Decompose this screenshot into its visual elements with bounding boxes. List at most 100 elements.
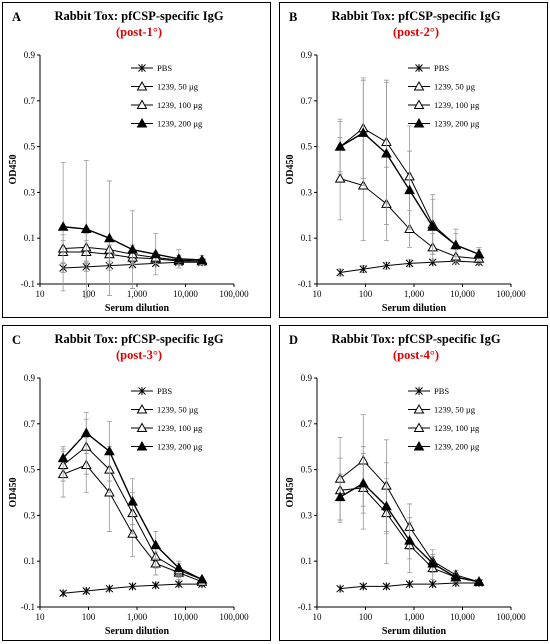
x-tick-label: 1,000 <box>404 289 425 299</box>
data-point <box>359 582 368 591</box>
data-point <box>382 261 391 270</box>
y-tick-label: 0.9 <box>24 373 36 383</box>
x-axis-label: Serum dilution <box>105 303 170 314</box>
x-tick-label: 100,000 <box>496 612 526 622</box>
y-tick-label: -0.1 <box>21 279 35 289</box>
legend-label: 1239, 200 µg <box>434 119 480 129</box>
legend-marker <box>136 422 148 432</box>
x-tick-label: 10,000 <box>450 612 475 622</box>
legend-label: 1239, 100 µg <box>157 100 203 110</box>
chart-svg: A Rabbit Tox: pfCSP-specific IgG (post-1°)… <box>8 9 249 314</box>
chart-panel-c: C Rabbit Tox: pfCSP-specific IgG (post-3°)… <box>2 325 271 641</box>
y-tick-label: 0.5 <box>24 142 36 152</box>
data-point <box>473 576 485 586</box>
y-axis-label: OD450 <box>285 478 296 508</box>
x-tick-label: 100 <box>359 289 373 299</box>
panel-label: D <box>289 333 298 347</box>
data-point <box>127 496 138 506</box>
y-axis-label: OD450 <box>285 155 296 185</box>
data-point <box>450 571 462 582</box>
y-tick-label: 0.1 <box>24 556 35 566</box>
data-point <box>173 562 185 573</box>
legend-marker <box>413 99 425 109</box>
legend-label: 1239, 200 µg <box>434 442 480 452</box>
y-tick-label: 0.7 <box>24 419 36 429</box>
data-point <box>334 491 346 502</box>
y-tick-label: 0.1 <box>301 556 312 566</box>
legend-label: 1239, 100 µg <box>434 100 480 110</box>
legend-label: 1239, 100 µg <box>157 423 203 433</box>
data-point <box>405 580 414 589</box>
legend-label: 1239, 50 µg <box>434 82 476 92</box>
data-point <box>127 244 138 254</box>
chart-title: Rabbit Tox: pfCSP-specific IgG <box>54 9 223 23</box>
data-point <box>150 248 162 259</box>
y-tick-label: 0.7 <box>301 419 313 429</box>
legend-marker <box>136 117 148 128</box>
data-point <box>59 589 67 598</box>
legend-marker <box>138 387 146 395</box>
x-tick-label: 100 <box>359 612 373 622</box>
data-point <box>359 265 368 274</box>
legend-marker <box>136 80 148 91</box>
x-tick-label: 10,000 <box>450 289 475 299</box>
data-point <box>334 173 346 183</box>
data-point <box>128 582 137 591</box>
y-tick-label: -0.1 <box>21 602 35 612</box>
chart-panel-a: A Rabbit Tox: pfCSP-specific IgG (post-1°)… <box>2 2 271 318</box>
y-tick-label: 0.1 <box>24 233 35 243</box>
data-point <box>151 581 160 590</box>
y-tick-label: 0.5 <box>24 465 36 475</box>
y-tick-label: -0.1 <box>298 279 312 289</box>
y-axis-label: OD450 <box>8 478 19 508</box>
x-axis-label: Serum dilution <box>382 626 447 637</box>
y-tick-label: 0.1 <box>301 233 312 243</box>
x-tick-label: 1,000 <box>127 289 148 299</box>
legend-marker <box>415 64 423 72</box>
chart-title: Rabbit Tox: pfCSP-specific IgG <box>54 332 223 346</box>
data-point <box>357 477 369 488</box>
chart-svg: C Rabbit Tox: pfCSP-specific IgG (post-3°)… <box>8 332 249 637</box>
legend-label: PBS <box>157 63 172 73</box>
data-point <box>174 580 183 589</box>
x-tick-label: 100,000 <box>219 612 249 622</box>
data-point <box>150 539 162 550</box>
legend-label: 1239, 100 µg <box>434 423 480 433</box>
y-tick-label: 0.5 <box>301 465 313 475</box>
chart-title: Rabbit Tox: pfCSP-specific IgG <box>331 332 500 346</box>
legend-label: 1239, 50 µg <box>157 82 199 92</box>
panel-label: A <box>12 10 21 24</box>
data-point <box>336 268 344 277</box>
y-tick-label: 0.9 <box>24 50 36 60</box>
y-tick-label: 0.7 <box>24 96 36 106</box>
legend-label: 1239, 50 µg <box>434 405 476 415</box>
chart-svg: B Rabbit Tox: pfCSP-specific IgG (post-2°)… <box>285 9 526 314</box>
x-tick-label: 100 <box>82 612 96 622</box>
chart-subtitle: (post-2°) <box>393 25 439 39</box>
y-tick-label: 0.3 <box>24 510 36 520</box>
legend-label: 1239, 200 µg <box>157 442 203 452</box>
data-point <box>381 500 392 511</box>
x-tick-label: 10 <box>313 289 323 299</box>
chart-title: Rabbit Tox: pfCSP-specific IgG <box>331 9 500 23</box>
y-tick-label: 0.7 <box>301 96 313 106</box>
legend-label: 1239, 200 µg <box>157 119 203 129</box>
y-tick-label: 0.3 <box>24 187 36 197</box>
x-tick-label: 10,000 <box>173 289 198 299</box>
data-point <box>80 427 92 437</box>
y-tick-label: 0.3 <box>301 510 313 520</box>
data-point <box>404 535 415 545</box>
x-tick-label: 10,000 <box>173 612 198 622</box>
data-point <box>381 147 392 158</box>
data-point <box>357 127 369 137</box>
data-point <box>334 141 346 151</box>
data-point <box>473 248 485 259</box>
x-axis-label: Serum dilution <box>382 303 447 314</box>
y-tick-label: 0.5 <box>301 142 313 152</box>
y-tick-label: 0.9 <box>301 373 313 383</box>
data-point <box>382 582 391 591</box>
data-point <box>196 254 208 264</box>
legend-marker <box>413 403 425 414</box>
panel-label: B <box>289 10 297 24</box>
data-point <box>336 584 344 593</box>
